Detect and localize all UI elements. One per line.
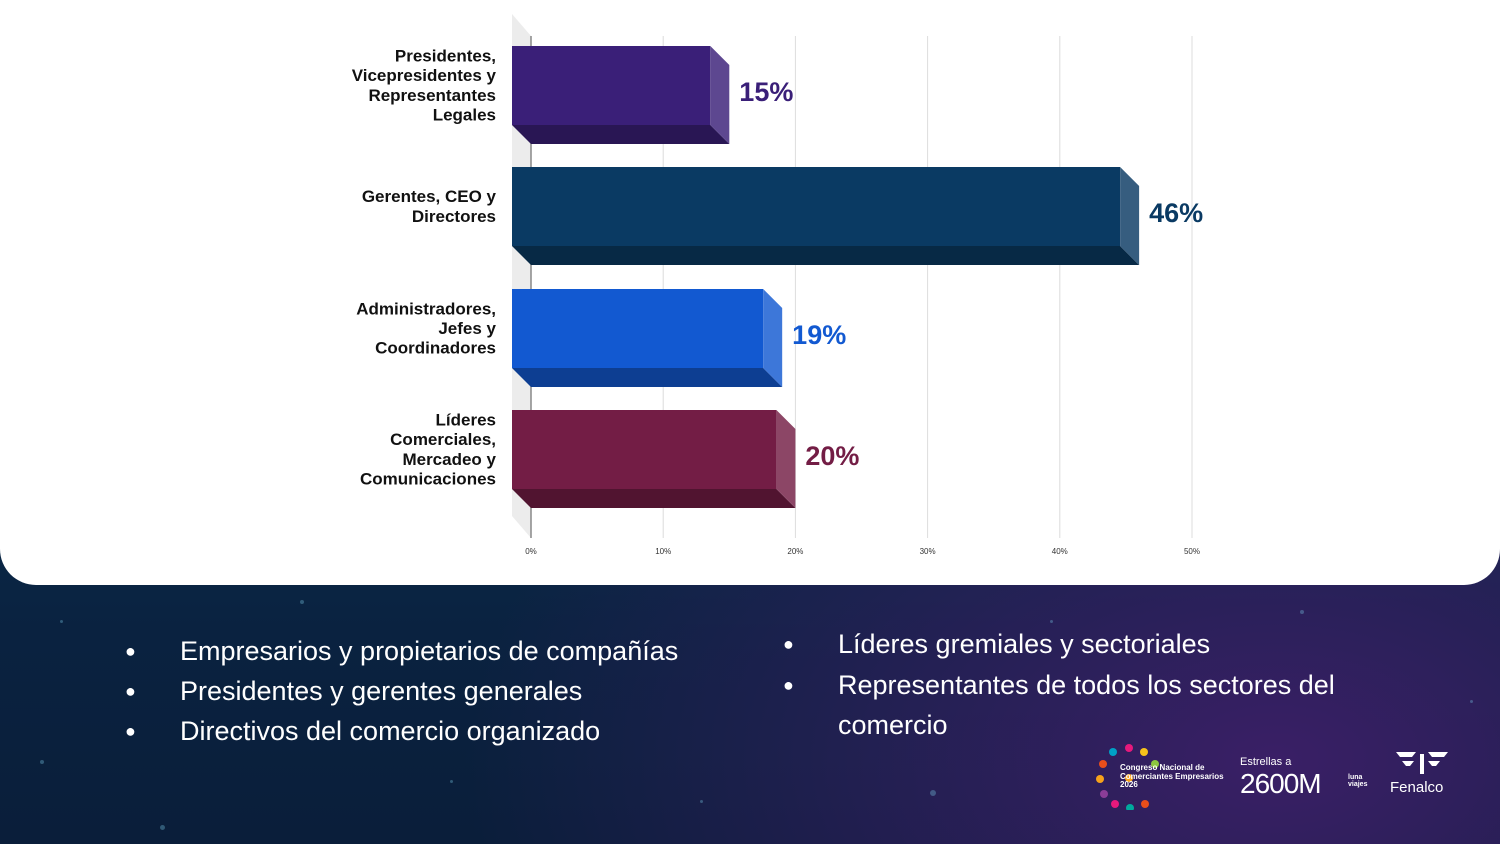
estrellas-tiny-text: luna viajes	[1348, 774, 1368, 788]
bullet-item: Directivos del comercio organizado	[125, 711, 765, 751]
bullet-list-left: Empresarios y propietarios de compañías …	[125, 631, 765, 751]
category-label: Presidentes, Vicepresidentes y Representan…	[352, 46, 497, 124]
x-tick-label: 30%	[920, 547, 936, 556]
bar-bottom-face	[512, 125, 730, 144]
bar	[512, 289, 764, 368]
congreso-logo: Congreso Nacional de Comerciantes Empres…	[1094, 740, 1229, 815]
x-tick-label: 20%	[787, 547, 803, 556]
fenalco-name: Fenalco	[1390, 779, 1444, 796]
category-label: Líderes Comerciales, Mercadeo y Comunicacio…	[360, 410, 497, 488]
bar-side-face	[1120, 167, 1140, 265]
bar-side-face	[763, 289, 783, 387]
estrellas-logo: Estrellas a 2600M luna viajes	[1238, 752, 1378, 802]
bar-chart: 0% 10% 20% 30% 40% 50% 15% Presidentes, Vicepres…	[352, 14, 1203, 556]
bar-bottom-face	[512, 368, 783, 387]
bar-value-label: 46%	[1149, 198, 1203, 228]
bar-bottom-face	[512, 489, 796, 508]
bullet-list-right: Líderes gremiales y sectoriales Represen…	[783, 624, 1403, 746]
bar-side-face	[776, 410, 796, 508]
bullet-item: Presidentes y gerentes generales	[125, 671, 765, 711]
x-tick-label: 10%	[655, 547, 671, 556]
bar-value-label: 20%	[805, 441, 859, 471]
bar	[512, 46, 711, 125]
bar-side-face	[710, 46, 730, 144]
x-tick-label: 0%	[525, 547, 537, 556]
bar-value-label: 19%	[792, 320, 846, 350]
chart-card: 0% 10% 20% 30% 40% 50% 15% Presidentes, Vicepres…	[351, 14, 1204, 556]
axis-wall	[512, 14, 531, 538]
bar	[512, 410, 777, 489]
category-label: Administradores, Jefes y Coordinadores	[356, 299, 496, 357]
fenalco-logo: Fenalco	[1390, 750, 1455, 798]
bullet-item: Empresarios y propietarios de compañías	[125, 631, 765, 671]
bullet-item: Representantes de todos los sectores del…	[783, 665, 1403, 746]
estrellas-big-text: 2600M	[1240, 768, 1322, 799]
bar	[512, 167, 1121, 246]
bullet-item: Líderes gremiales y sectoriales	[783, 624, 1403, 665]
bar-bottom-face	[512, 246, 1140, 265]
congreso-ring-icon	[1096, 744, 1159, 810]
x-tick-label: 40%	[1052, 547, 1068, 556]
bar-value-label: 15%	[739, 77, 793, 107]
category-label: Gerentes, CEO y Directores	[362, 187, 497, 226]
x-tick-label: 50%	[1184, 547, 1200, 556]
congreso-text: Congreso Nacional de Comerciantes Empres…	[1120, 763, 1224, 789]
estrellas-small-text: Estrellas a	[1240, 756, 1292, 768]
fenalco-mark-icon	[1396, 752, 1448, 774]
